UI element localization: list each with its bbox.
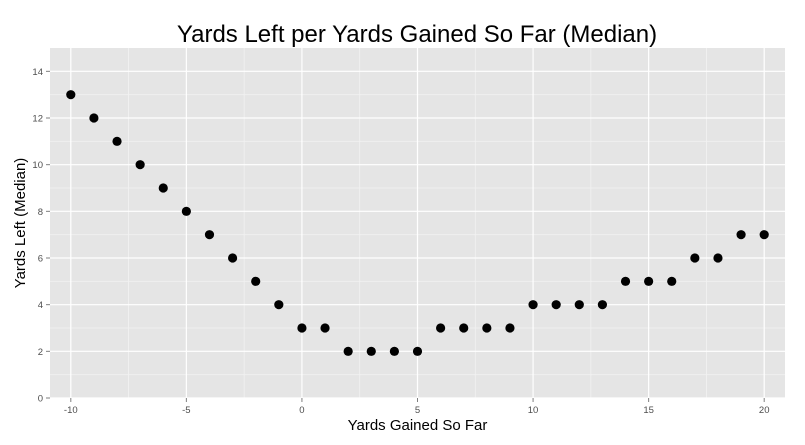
- data-point: [251, 276, 261, 286]
- data-point: [505, 323, 515, 333]
- data-point: [366, 346, 376, 356]
- data-point: [66, 90, 76, 100]
- x-tick-label: 5: [415, 405, 420, 416]
- data-point: [320, 323, 330, 333]
- data-point: [690, 253, 700, 263]
- data-point: [644, 276, 654, 286]
- axis-ticks: [46, 70, 765, 402]
- data-point: [459, 323, 469, 333]
- y-tick-label: 2: [38, 347, 43, 358]
- x-tick-label: 20: [759, 405, 770, 416]
- chart-title: Yards Left per Yards Gained So Far (Medi…: [177, 21, 657, 48]
- data-point: [412, 346, 423, 356]
- x-tick-label: -5: [182, 405, 190, 416]
- data-point: [89, 113, 99, 123]
- data-point: [759, 230, 769, 240]
- data-point: [135, 160, 145, 170]
- data-point: [667, 276, 677, 286]
- y-tick-label: 8: [38, 207, 43, 218]
- data-point: [204, 230, 215, 240]
- data-point: [597, 300, 608, 310]
- data-points: [66, 90, 769, 356]
- data-point: [158, 183, 168, 193]
- data-point: [274, 300, 284, 310]
- x-tick-label: 0: [299, 405, 304, 416]
- data-point: [112, 136, 122, 146]
- y-tick-label: 0: [38, 394, 43, 405]
- data-point: [528, 300, 538, 310]
- data-point: [389, 346, 399, 356]
- x-tick-label: 10: [528, 405, 539, 416]
- y-axis-title: Yards Left (Median): [12, 158, 29, 289]
- data-point: [297, 323, 307, 333]
- data-point: [713, 253, 723, 263]
- x-axis-title: Yards Gained So Far: [348, 417, 488, 434]
- y-tick-label: 14: [32, 67, 43, 78]
- y-tick-label: 4: [38, 300, 43, 311]
- data-point: [620, 276, 631, 286]
- data-point: [551, 300, 561, 310]
- x-tick-label: -10: [64, 405, 78, 416]
- data-point: [436, 323, 446, 333]
- data-point: [181, 206, 191, 216]
- y-tick-label: 10: [32, 160, 43, 171]
- y-tick-label: 12: [32, 114, 43, 125]
- x-tick-label: 15: [643, 405, 654, 416]
- data-point: [343, 346, 353, 356]
- data-point: [482, 323, 492, 333]
- tick-labels: -10 -5 0 5 10 15 20 0 2 4 6 8 10 12 14: [32, 67, 769, 416]
- data-point: [736, 230, 746, 240]
- data-point: [574, 300, 584, 310]
- data-point: [227, 253, 238, 263]
- y-tick-label: 6: [38, 254, 43, 265]
